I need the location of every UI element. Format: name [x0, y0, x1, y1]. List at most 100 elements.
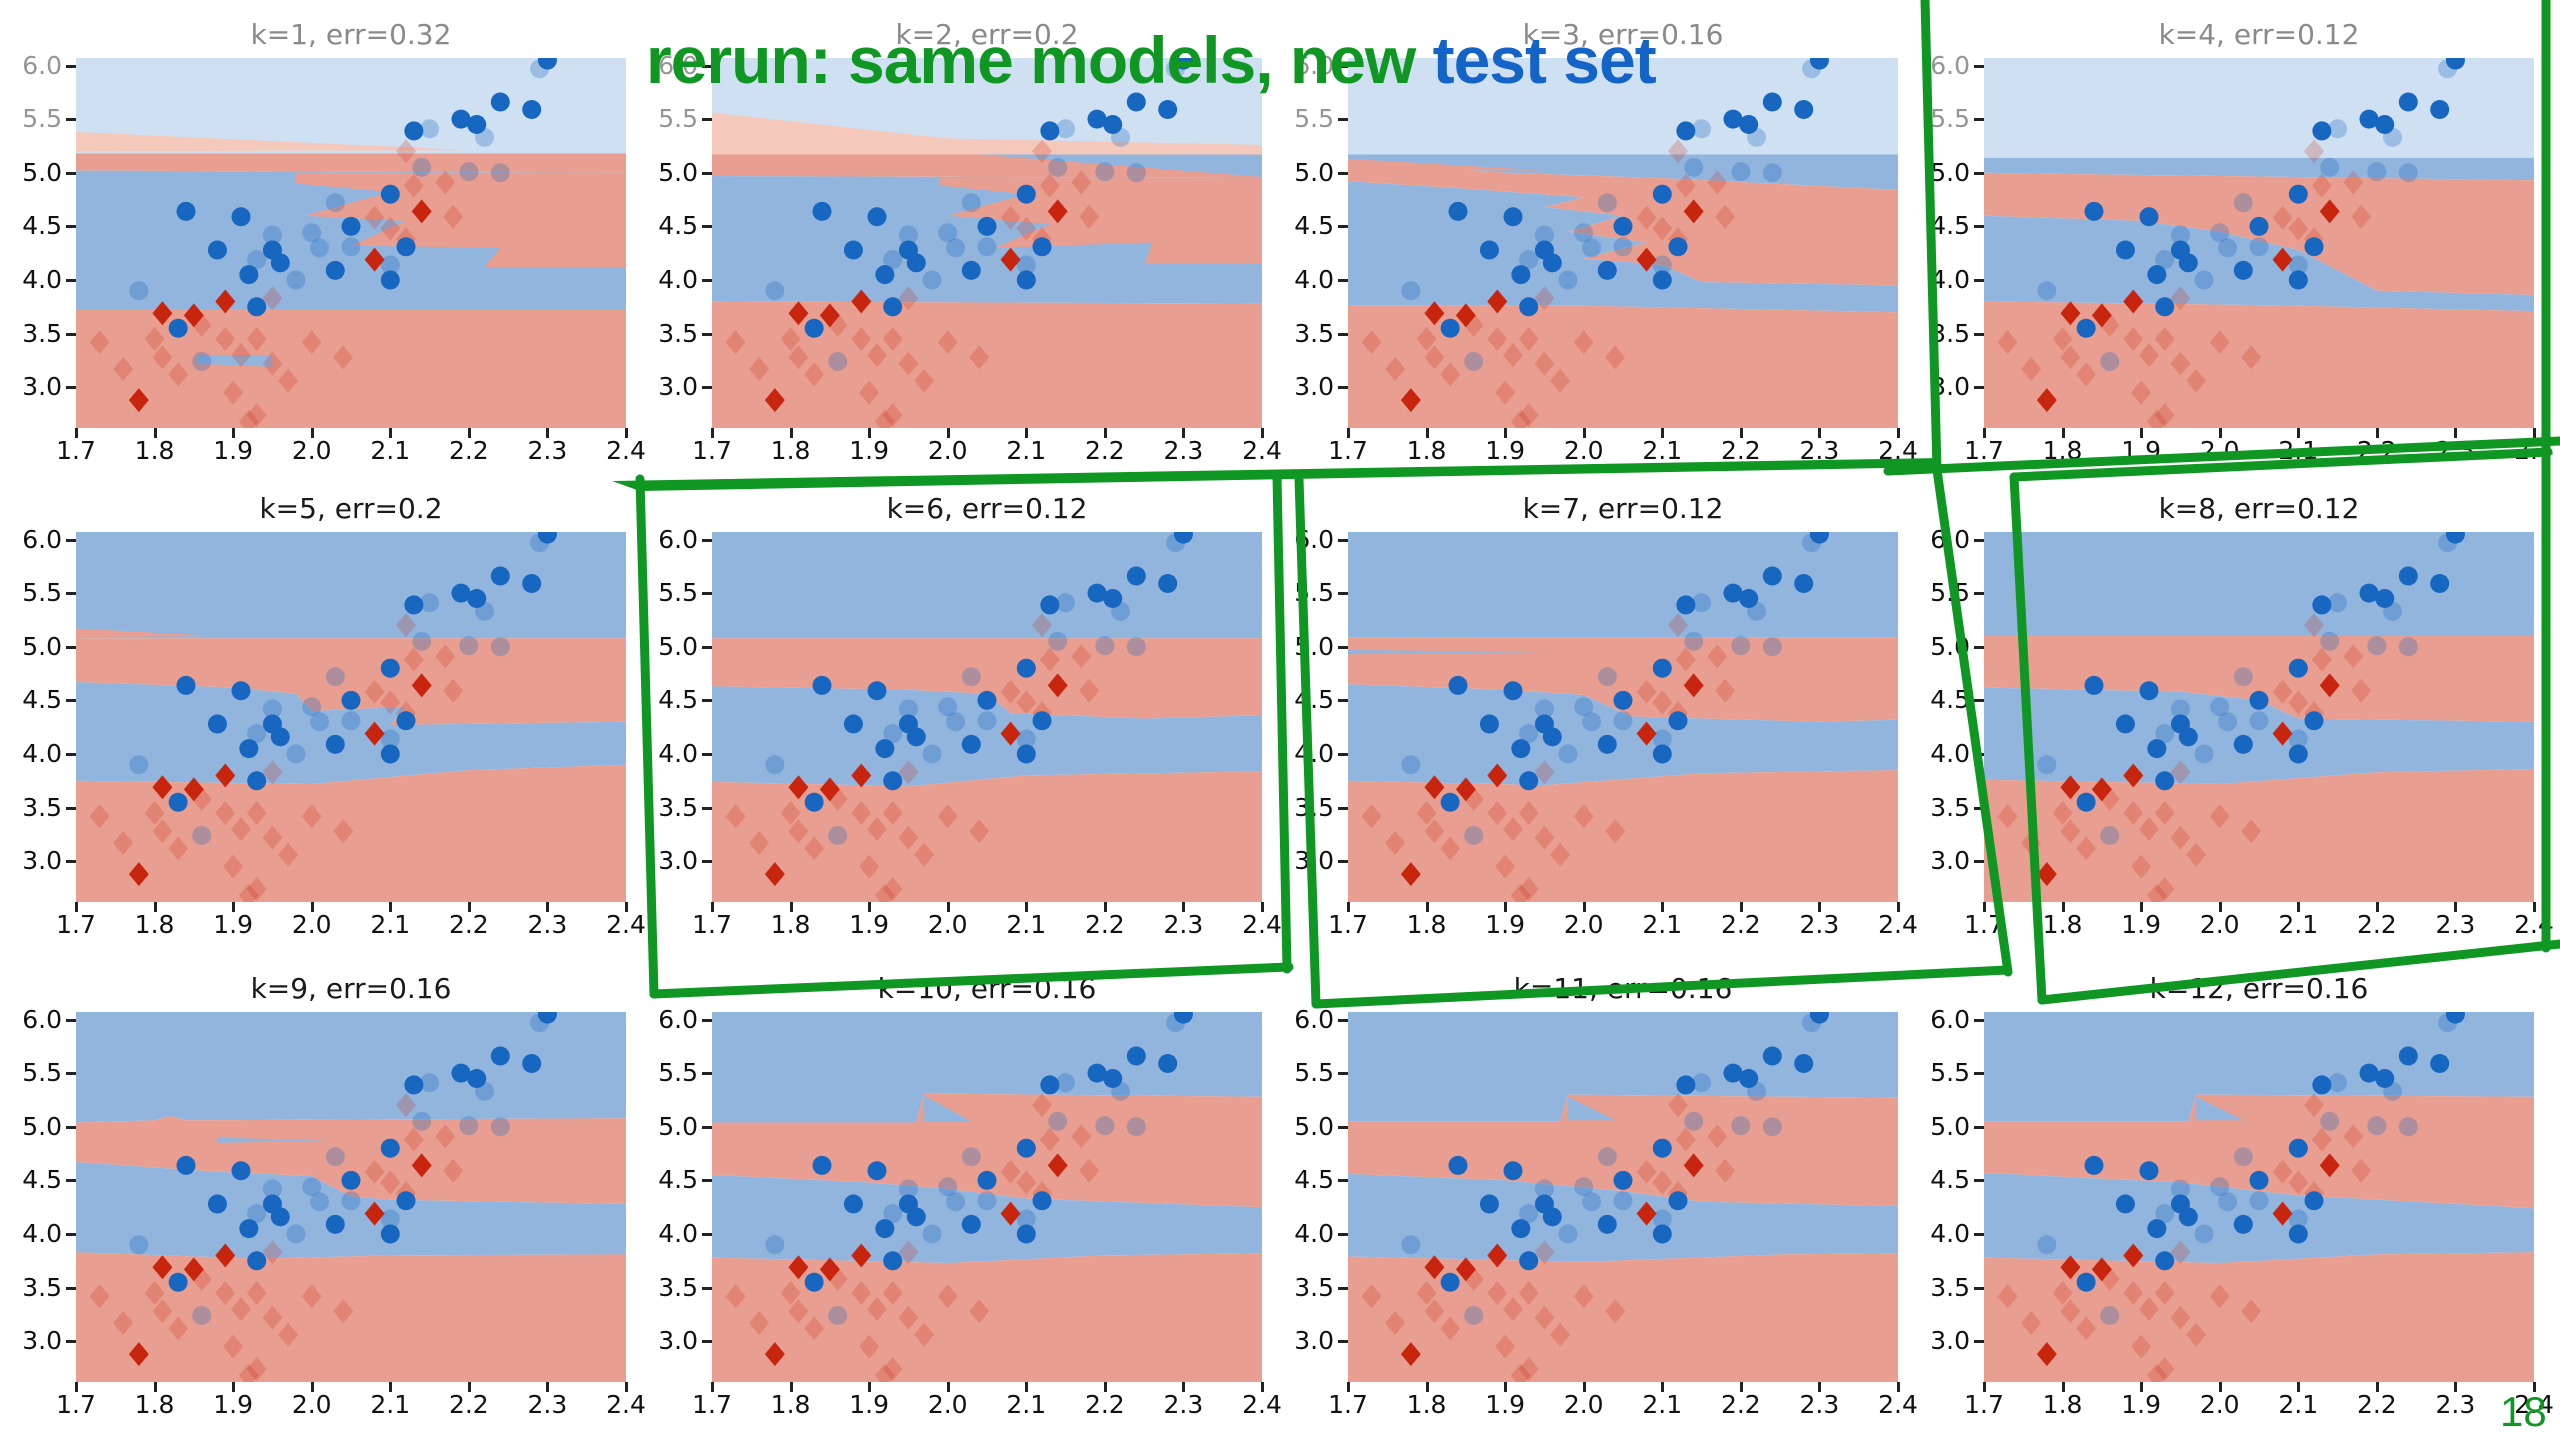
x-tick-label: 1.9 — [213, 436, 254, 465]
test-point-blue — [2312, 595, 2332, 615]
train-point-red — [89, 1284, 110, 1309]
train-point-red — [443, 204, 464, 229]
train-point-blue — [2210, 1177, 2230, 1197]
train-point-blue — [1534, 1179, 1554, 1199]
test-point-blue — [522, 99, 542, 119]
train-point-red — [725, 804, 746, 829]
train-point-red — [1534, 1240, 1555, 1265]
train-point-blue — [946, 1192, 966, 1212]
y-tick — [702, 1340, 712, 1344]
test-point-blue — [1511, 739, 1531, 759]
x-tick-label: 2.3 — [1163, 910, 1204, 939]
y-tick-label: 3.0 — [1294, 372, 1334, 402]
train-point-red — [2146, 1363, 2167, 1382]
decision-region — [2196, 1096, 2244, 1121]
test-point-red — [2272, 1201, 2293, 1226]
knn-panel-k5: k=5, err=0.2 6.0 5.5 5.0 4.5 4.0 3.5 3.0 1.7 1.8 1… — [22, 492, 646, 939]
test-point-blue — [1103, 588, 1123, 608]
y-tick-label: 4.5 — [658, 1165, 698, 1195]
test-point-blue — [2115, 714, 2135, 734]
train-point-blue — [286, 270, 306, 290]
test-point-red — [364, 721, 385, 746]
train-point-red — [2241, 819, 2262, 844]
train-point-red — [2304, 613, 2324, 638]
test-point-blue — [239, 739, 259, 759]
test-point-blue — [1087, 109, 1107, 129]
y-tick-label: 3.5 — [1930, 792, 1970, 822]
x-tick — [310, 902, 314, 912]
y-tick — [1338, 806, 1348, 810]
train-point-blue — [2037, 281, 2057, 301]
test-point-blue — [2359, 109, 2379, 129]
train-point-red — [914, 842, 935, 867]
x-tick-label: 1.8 — [1406, 1390, 1447, 1419]
train-point-blue — [883, 250, 903, 270]
knn-panel-k2: k=2, err=0.2 6.0 5.5 5.0 4.5 4.0 3.5 3.0 1.7 1.8 1… — [658, 18, 1282, 465]
train-point-red — [1675, 173, 1696, 198]
test-point-blue — [1040, 595, 1060, 615]
decision-region — [712, 686, 1262, 787]
train-point-blue — [420, 119, 440, 139]
test-point-blue — [207, 1194, 227, 1214]
test-point-blue — [1762, 92, 1782, 112]
test-point-red — [1636, 247, 1657, 272]
train-point-blue — [262, 699, 282, 719]
y-tick — [1338, 592, 1348, 596]
y-tick — [702, 118, 712, 122]
decision-region — [1984, 301, 2534, 428]
train-point-blue — [325, 193, 345, 213]
train-point-red — [262, 825, 283, 850]
train-point-blue — [1519, 250, 1539, 270]
y-tick — [702, 699, 712, 703]
train-point-red — [867, 817, 887, 842]
train-point-red — [1652, 1170, 1673, 1195]
test-point-blue — [843, 714, 863, 734]
decision-region — [76, 628, 218, 638]
train-point-blue — [1464, 352, 1484, 372]
decision-region — [1348, 637, 1898, 722]
train-point-red — [1039, 1127, 1060, 1152]
x-tick-label: 2.2 — [2356, 436, 2397, 465]
x-tick-label: 2.1 — [2278, 910, 2319, 939]
train-point-blue — [1762, 637, 1782, 657]
y-tick — [1338, 1286, 1348, 1290]
test-point-blue — [1542, 727, 1562, 747]
test-point-blue — [1103, 1068, 1123, 1088]
x-tick-label: 2.0 — [2199, 1390, 2240, 1419]
train-point-red — [1668, 613, 1688, 638]
x-tick-label: 2.2 — [1084, 910, 1125, 939]
y-tick — [66, 645, 76, 649]
train-point-blue — [1401, 755, 1421, 775]
train-point-blue — [2218, 1192, 2238, 1212]
train-point-blue — [1597, 667, 1617, 687]
test-point-blue — [2155, 1251, 2175, 1271]
test-point-red — [2272, 247, 2293, 272]
decision-region — [217, 1137, 328, 1143]
y-tick-label: 3.5 — [1294, 318, 1334, 348]
train-point-blue — [1731, 636, 1751, 656]
train-point-red — [2123, 800, 2144, 825]
x-tick-label: 2.0 — [927, 1390, 968, 1419]
decision-region — [76, 638, 626, 725]
train-point-red — [725, 1284, 746, 1309]
test-point-blue — [812, 201, 832, 221]
x-tick — [153, 1382, 157, 1392]
panel-title: k=5, err=0.2 — [259, 492, 443, 525]
train-point-blue — [2233, 1147, 2253, 1167]
decision-region — [1348, 650, 1545, 655]
train-point-red — [1032, 1093, 1052, 1118]
decision-region — [712, 638, 1262, 719]
train-point-blue — [2218, 712, 2238, 732]
y-tick-label: 4.5 — [658, 211, 698, 241]
panel-title: k=12, err=0.16 — [2149, 972, 2369, 1005]
y-tick — [66, 806, 76, 810]
x-tick — [546, 1382, 550, 1392]
y-tick — [66, 332, 76, 336]
decision-boundary-plot — [1348, 58, 1898, 428]
y-tick — [66, 1233, 76, 1236]
test-point-red — [128, 388, 149, 413]
test-point-blue — [977, 690, 997, 710]
train-point-red — [2154, 877, 2175, 902]
test-point-blue — [875, 1219, 895, 1239]
test-point-blue — [867, 681, 887, 701]
